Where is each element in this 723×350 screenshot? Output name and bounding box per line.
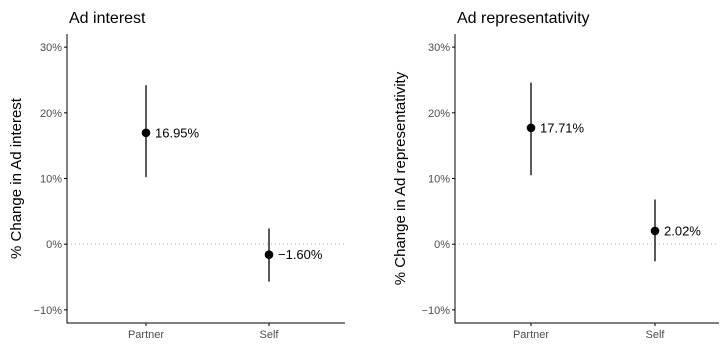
y-tick-label: 0% — [46, 239, 62, 251]
point-value-label: 2.02% — [664, 223, 701, 238]
data-point — [141, 128, 151, 138]
data-point — [264, 250, 274, 259]
y-axis-label: % Change in Ad representativity — [392, 71, 409, 285]
chart-panel-2: Ad representativity % Change in Ad repres… — [392, 10, 719, 341]
y-axis-label: % Change in Ad interest — [8, 97, 25, 259]
y-tick-label: −10% — [422, 305, 451, 317]
y-tick-label: 10% — [428, 174, 450, 186]
y-tick-label: 30% — [428, 42, 450, 54]
y-tick-label: 20% — [40, 108, 62, 120]
x-tick-label: Partner — [513, 329, 549, 341]
x-tick-label: Self — [646, 329, 666, 341]
point-value-label: 17.71% — [540, 120, 585, 135]
point-value-label: 16.95% — [155, 125, 200, 140]
data-point — [650, 226, 660, 236]
data-point — [526, 123, 536, 133]
point-value-label: −1.60% — [278, 247, 323, 262]
x-tick-label: Self — [260, 329, 280, 341]
chart-title: Ad representativity — [457, 10, 590, 27]
chart-title: Ad interest — [69, 10, 146, 27]
y-tick-label: 0% — [434, 239, 450, 251]
y-tick-label: 30% — [40, 42, 62, 54]
chart-panel-1: Ad interest % Change in Ad interest −10% 0%… — [8, 10, 345, 341]
y-tick-label: 10% — [40, 174, 62, 186]
y-tick-label: 20% — [428, 108, 450, 120]
x-tick-label: Partner — [128, 329, 164, 341]
y-tick-label: −10% — [34, 305, 63, 317]
